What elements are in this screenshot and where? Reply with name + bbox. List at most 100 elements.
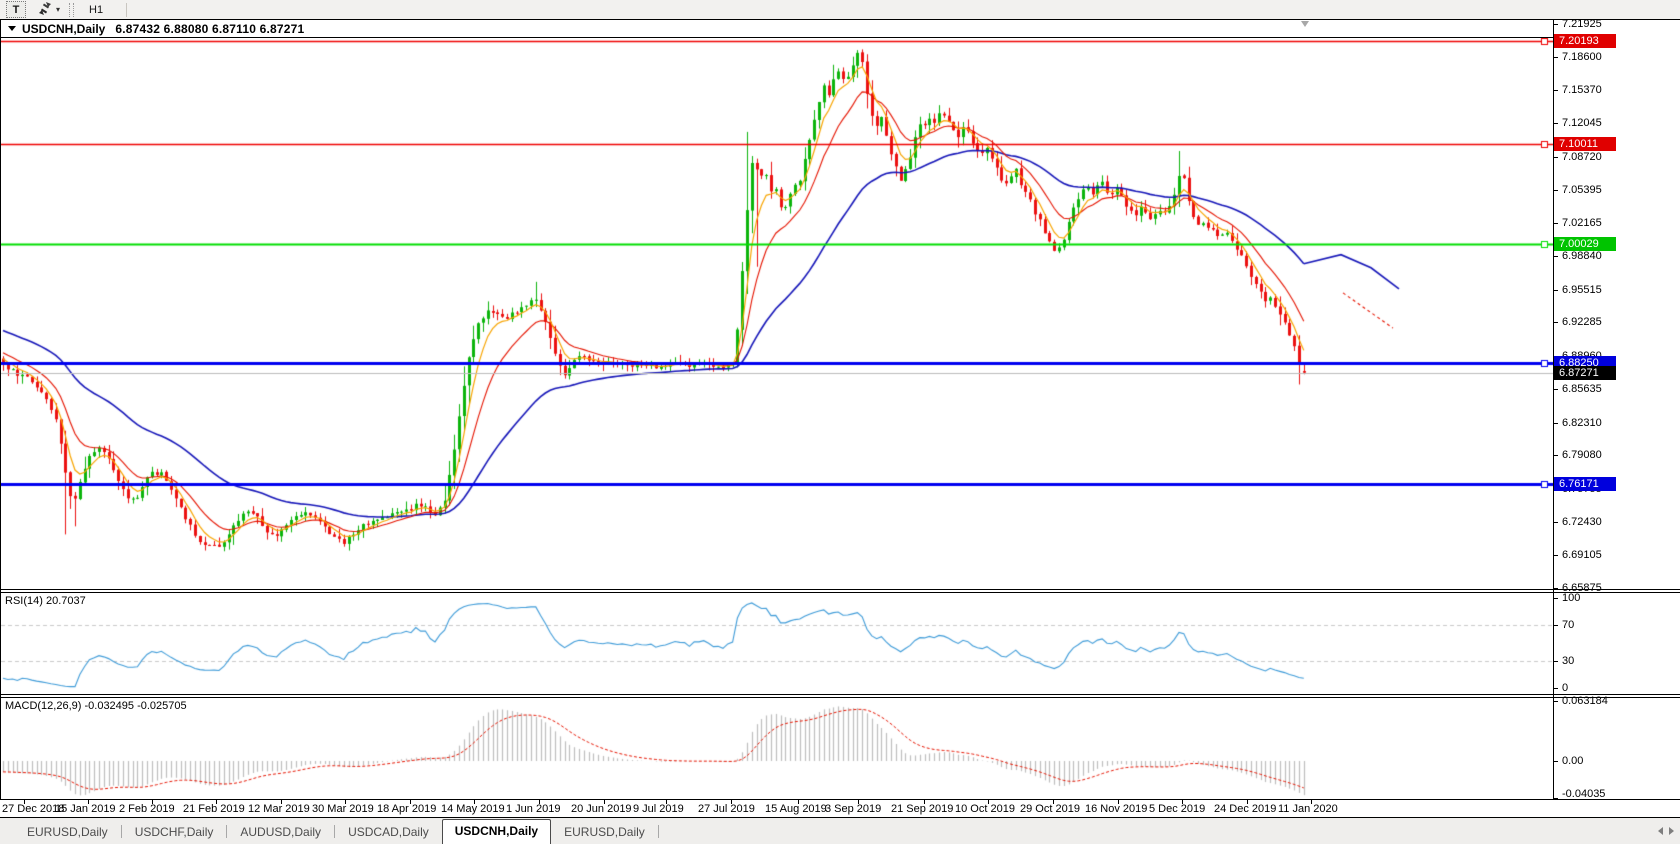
price-tick-mark	[1554, 24, 1558, 25]
price-tick-label: 7.15370	[1562, 83, 1602, 96]
macd-tick-label: 0.00	[1562, 755, 1584, 767]
arrows-icon	[37, 1, 53, 18]
date-tick-mark	[666, 800, 667, 804]
tab-scroll-right-icon[interactable]	[1669, 827, 1674, 835]
price-tick-label: 6.79080	[1562, 449, 1602, 462]
arrows-tool-button[interactable]: ▾	[34, 1, 63, 18]
chart-title-bar: USDCNH,Daily 6.87432 6.88080 6.87110 6.8…	[1, 20, 1553, 37]
rsi-panel-bottom-border	[0, 694, 1680, 695]
date-tick-label: 15 Jan 2019	[55, 803, 116, 815]
rsi-tick-label: 100	[1562, 592, 1581, 604]
rsi-tick-mark	[1554, 688, 1558, 689]
price-chart-canvas[interactable]	[1, 38, 1553, 589]
tab-usdcad[interactable]: USDCAD,Daily	[348, 825, 429, 839]
chart-symbol-period: USDCNH,Daily	[22, 21, 106, 36]
date-tick-mark	[539, 800, 540, 804]
price-line-badge[interactable]: 7.00029	[1554, 237, 1616, 252]
tab-separator	[120, 825, 122, 838]
macd-name: MACD(12,26,9)	[5, 700, 82, 712]
price-tick-mark	[1554, 389, 1558, 390]
date-tick-label: 1 Jun 2019	[506, 803, 561, 815]
price-line-badge[interactable]: 6.76171	[1554, 477, 1616, 492]
price-tick-mark	[1554, 455, 1558, 456]
date-tick-label: 11 Jan 2020	[1278, 803, 1338, 815]
price-tick-label: 7.12045	[1562, 117, 1602, 130]
price-tick-mark	[1554, 256, 1558, 257]
date-tick-label: 3 Sep 2019	[825, 803, 882, 815]
rsi-name: RSI(14)	[5, 595, 43, 607]
price-tick-label: 6.82310	[1562, 416, 1602, 429]
price-tick-label: 6.72430	[1562, 516, 1602, 529]
chart-collapse-triangle-icon[interactable]	[8, 26, 16, 31]
date-tick-mark	[924, 800, 925, 804]
price-tick-mark	[1554, 423, 1558, 424]
rsi-tick-label: 30	[1562, 655, 1575, 667]
price-tick-label: 6.65875	[1562, 581, 1602, 594]
dropdown-caret-icon[interactable]: ▾	[56, 5, 61, 14]
date-tick-label: 2 Feb 2019	[119, 803, 175, 815]
price-tick-label: 7.18600	[1562, 51, 1602, 64]
date-tick-mark	[345, 800, 346, 804]
date-tick-label: 20 Jun 2019	[571, 803, 632, 815]
price-tick-mark	[1554, 190, 1558, 191]
tab-eurusd-2[interactable]: EURUSD,Daily	[564, 825, 645, 839]
date-tick-mark	[24, 800, 25, 804]
date-tick-mark	[410, 800, 411, 804]
chart-ohlc-quote: 6.87432 6.88080 6.87110 6.87271	[115, 21, 305, 36]
date-tick-mark	[1118, 800, 1119, 804]
tab-audusd[interactable]: AUDUSD,Daily	[240, 825, 322, 839]
price-tick-mark	[1554, 588, 1558, 589]
price-tick-mark	[1554, 57, 1558, 58]
date-tick-mark	[1311, 800, 1312, 804]
date-axis[interactable]	[0, 800, 1680, 817]
macd-panel-canvas[interactable]	[1, 698, 1553, 799]
price-tick-mark	[1554, 90, 1558, 91]
date-tick-label: 29 Oct 2019	[1020, 803, 1080, 815]
date-tick-mark	[1247, 800, 1248, 804]
tab-usdchf[interactable]: USDCHF,Daily	[134, 825, 214, 839]
date-tick-mark	[152, 800, 153, 804]
title-divider	[0, 37, 1553, 38]
date-tick-label: 15 Aug 2019	[765, 803, 827, 815]
rsi-tick-mark	[1554, 598, 1558, 599]
chart-tab-bar: EURUSD,Daily USDCHF,Daily AUDUSD,Daily U…	[0, 818, 1680, 844]
date-tick-mark	[858, 800, 859, 804]
price-tick-mark	[1554, 322, 1558, 323]
rsi-tick-label: 0	[1562, 682, 1569, 694]
date-tick-label: 18 Apr 2019	[377, 803, 437, 815]
toolbar-separator	[126, 2, 128, 17]
tab-usdcnh-active[interactable]: USDCNH,Daily	[441, 819, 552, 844]
rsi-panel-canvas[interactable]	[1, 593, 1553, 694]
price-line-badge[interactable]: 7.20193	[1554, 34, 1616, 49]
date-tick-mark	[988, 800, 989, 804]
price-tick-label: 6.69105	[1562, 549, 1602, 562]
price-tick-label: 7.02165	[1562, 216, 1602, 229]
chart-shift-marker-icon[interactable]	[1301, 21, 1309, 27]
timeframe-button-h1[interactable]: H1	[89, 3, 104, 16]
date-tick-mark	[1053, 800, 1054, 804]
rsi-tick-mark	[1554, 661, 1558, 662]
date-axis-bottom-border	[0, 817, 1680, 818]
rsi-tick-mark	[1554, 625, 1558, 626]
rsi-value: 20.7037	[45, 595, 86, 607]
date-tick-label: 12 Mar 2019	[248, 803, 310, 815]
tab-separator	[657, 825, 659, 838]
date-tick-label: 16 Nov 2019	[1085, 803, 1148, 815]
price-tick-label: 6.98840	[1562, 250, 1602, 263]
macd-panel-bottom-border	[0, 799, 1680, 800]
text-tool-button[interactable]: T	[6, 1, 26, 18]
price-line-badge[interactable]: 7.10011	[1554, 136, 1616, 151]
date-tick-label: 9 Jul 2019	[633, 803, 684, 815]
rsi-tick-label: 70	[1562, 619, 1575, 631]
price-tick-label: 6.85635	[1562, 383, 1602, 396]
chart-left-border	[0, 19, 1, 818]
current-price-badge: 6.87271	[1554, 365, 1616, 380]
tab-scroll-left-icon[interactable]	[1658, 827, 1663, 835]
tab-eurusd-1[interactable]: EURUSD,Daily	[27, 825, 108, 839]
date-tick-mark	[281, 800, 282, 804]
chart-window-top-border	[0, 19, 1680, 20]
date-tick-label: 14 May 2019	[441, 803, 505, 815]
date-tick-label: 5 Dec 2019	[1149, 803, 1206, 815]
date-tick-mark	[604, 800, 605, 804]
